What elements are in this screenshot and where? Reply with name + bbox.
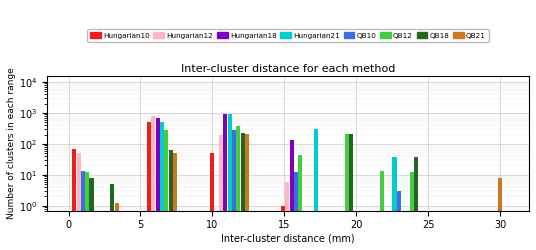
Bar [160, 122, 164, 250]
Bar [345, 134, 349, 250]
Bar [498, 178, 502, 250]
Bar [285, 182, 289, 250]
Bar [414, 157, 418, 250]
Bar [72, 149, 76, 250]
Title: Inter-cluster distance for each method: Inter-cluster distance for each method [181, 64, 395, 74]
Bar [380, 171, 384, 250]
Bar [392, 157, 397, 250]
Bar [314, 129, 318, 250]
Bar [85, 172, 90, 250]
Bar [245, 134, 249, 250]
Bar [232, 130, 236, 250]
Bar [169, 150, 173, 250]
Bar [90, 178, 94, 250]
Bar [281, 206, 285, 250]
Bar [115, 203, 119, 250]
Bar [241, 133, 245, 250]
Bar [165, 130, 168, 250]
Bar [219, 134, 223, 250]
Bar [397, 191, 401, 250]
Bar [224, 114, 227, 250]
Bar [298, 154, 302, 250]
Y-axis label: Number of clusters in each range: Number of clusters in each range [7, 68, 16, 220]
Bar [81, 171, 85, 250]
Bar [289, 140, 294, 250]
Bar [410, 172, 414, 250]
X-axis label: Inter-cluster distance (mm): Inter-cluster distance (mm) [221, 233, 355, 243]
Bar [228, 114, 232, 250]
Legend: Hungarian10, Hungarian12, Hungarian18, Hungarian21, QB10, QB12, QB18, QB21: Hungarian10, Hungarian12, Hungarian18, H… [87, 29, 489, 42]
Bar [147, 122, 151, 250]
Bar [155, 118, 160, 250]
Bar [173, 153, 177, 250]
Bar [77, 153, 80, 250]
Bar [236, 126, 240, 250]
Bar [151, 116, 155, 250]
Bar [211, 153, 214, 250]
Bar [349, 134, 353, 250]
Bar [110, 184, 115, 250]
Bar [294, 172, 298, 250]
